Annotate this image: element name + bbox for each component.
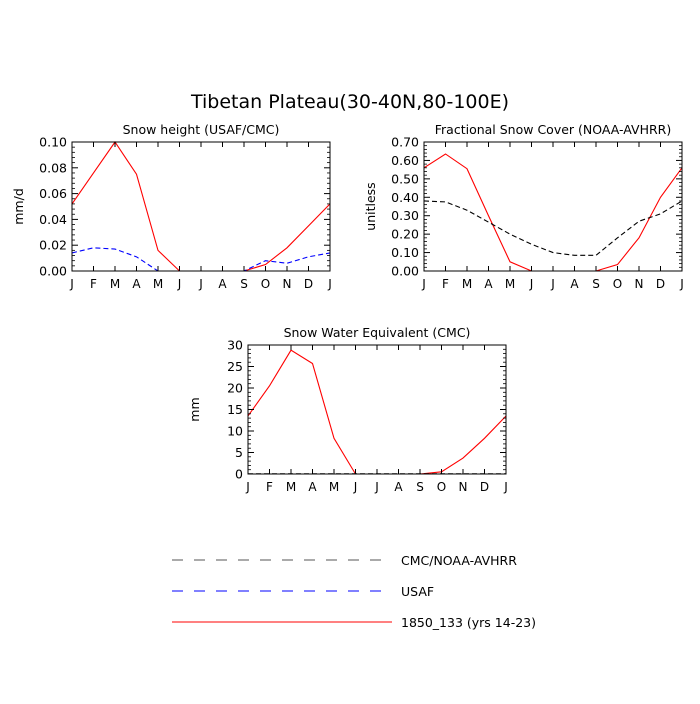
- snow-cover-ylabel: unitless: [363, 182, 378, 230]
- page-title: Tibetan Plateau(30-40N,80-100E): [190, 91, 509, 113]
- swe-ytick-label: 5: [235, 445, 243, 460]
- fractional-snow-cover-panel: Fractional Snow Cover (NOAA-AVHRR) unitle…: [363, 122, 684, 291]
- swe-ytick-label: 0: [235, 467, 243, 482]
- snow-cover-xtick-label: J: [679, 277, 684, 291]
- snow-height-xtick-label: N: [283, 277, 292, 291]
- snow-height-xtick-label: M: [153, 277, 163, 291]
- swe-ytick-label: 20: [227, 381, 243, 396]
- snow-height-ytick-label: 0.10: [39, 135, 67, 150]
- snow-cover-xtick-label: D: [656, 277, 665, 291]
- snow-height-frame: [71, 141, 331, 272]
- snow-water-equivalent-panel: Snow Water Equivalent (CMC)mmJ F M A M J J A S O N…: [187, 325, 508, 494]
- snow-height-xtick-label: O: [261, 277, 270, 291]
- snow-height-title: Snow height (USAF/CMC): [123, 122, 280, 137]
- swe-ytick-label: 30: [227, 338, 243, 353]
- snow-height-ytick-label: 0.08: [39, 160, 67, 175]
- swe-xtick-label: M: [329, 480, 339, 494]
- swe-xtick-label: M: [286, 480, 296, 494]
- snow-cover-ytick-label: 0.20: [391, 227, 419, 242]
- snow-height-xtick-label: M: [110, 277, 120, 291]
- snow-height-xtick-label: J: [69, 277, 74, 291]
- swe-ytick-label: 15: [227, 402, 243, 417]
- swe-series-model-line: [247, 349, 507, 475]
- snow-cover-ytick-label: 0.50: [391, 171, 419, 186]
- snow-cover-ytick-label: 0.00: [391, 264, 419, 279]
- snow-cover-xtick-label: A: [484, 277, 493, 291]
- swe-xtick-label: J: [245, 480, 250, 494]
- snow-height-ylabel: mm/d: [11, 188, 26, 225]
- snow-height-xtick-label: J: [177, 277, 182, 291]
- legend-item-0-label: CMC/NOAA-AVHRR: [401, 553, 517, 568]
- snow-cover-ytick-label: 0.30: [391, 208, 419, 223]
- snow-height-xtick-label: D: [304, 277, 313, 291]
- snow-height-xtick-label: J: [198, 277, 203, 291]
- swe-ytick-label: 25: [227, 359, 243, 374]
- snow-height-ytick-label: 0.00: [39, 264, 67, 279]
- snow-cover-ytick-label: 0.60: [391, 153, 419, 168]
- snow-height-xtick-label: S: [240, 277, 248, 291]
- snow-height-ytick-label: 0.04: [39, 212, 67, 227]
- snow-height-xtick-label: J: [327, 277, 332, 291]
- swe-xtick-label: A: [394, 480, 403, 494]
- snow-height-series-model-line: [71, 141, 331, 272]
- swe-xtick-label: O: [437, 480, 446, 494]
- legend-item-1-label: USAF: [401, 584, 434, 599]
- swe-ytick-label: 10: [227, 424, 243, 439]
- snow-cover-xtick-label: M: [462, 277, 472, 291]
- snow-height-series-usaf-line: [71, 247, 331, 272]
- swe-xtick-label: J: [374, 480, 379, 494]
- swe-ylabel: mm: [187, 397, 202, 421]
- swe-xtick-label: S: [416, 480, 424, 494]
- snow-cover-xtick-label: J: [421, 277, 426, 291]
- snow-cover-series-model-line: [423, 153, 683, 272]
- snow-cover-xtick-label: A: [570, 277, 579, 291]
- snow-height-ytick-label: 0.02: [39, 238, 67, 253]
- swe-xtick-label: A: [308, 480, 317, 494]
- snow-cover-xtick-label: O: [613, 277, 622, 291]
- snow-cover-xtick-label: S: [592, 277, 600, 291]
- swe-xtick-label: J: [503, 480, 508, 494]
- snow-cover-xtick-label: M: [505, 277, 515, 291]
- snow-cover-series-cmc-line: [423, 200, 683, 256]
- snow-height-ytick-label: 0.06: [39, 186, 67, 201]
- swe-xtick-label: J: [353, 480, 358, 494]
- snow-height-panel: Snow height (USAF/CMC)mm/dJ F M A M J J A S O N D J0…: [11, 122, 332, 291]
- legend: CMC/NOAA-AVHRR USAF 1850_133 (yrs 14-23): [172, 553, 536, 630]
- snow-cover-xtick-label: J: [550, 277, 555, 291]
- snow-cover-ytick-label: 0.10: [391, 245, 419, 260]
- swe-xtick-label: F: [266, 480, 273, 494]
- snow-cover-xtick-label: N: [635, 277, 644, 291]
- snow-cover-xtick-label: J: [529, 277, 534, 291]
- legend-item-2-label: 1850_133 (yrs 14-23): [401, 615, 536, 630]
- snow-height-xtick-label: A: [218, 277, 227, 291]
- snow-cover-title: Fractional Snow Cover (NOAA-AVHRR): [435, 122, 672, 137]
- swe-title: Snow Water Equivalent (CMC): [284, 325, 471, 340]
- swe-xtick-label: D: [480, 480, 489, 494]
- swe-xtick-label: N: [459, 480, 468, 494]
- snow-cover-frame: [423, 141, 683, 272]
- snow-cover-ytick-label: 0.40: [391, 190, 419, 205]
- snow-height-xtick-label: A: [132, 277, 141, 291]
- snow-height-xtick-label: F: [90, 277, 97, 291]
- snow-cover-ytick-label: 0.70: [391, 135, 419, 150]
- snow-cover-xtick-label: F: [442, 277, 449, 291]
